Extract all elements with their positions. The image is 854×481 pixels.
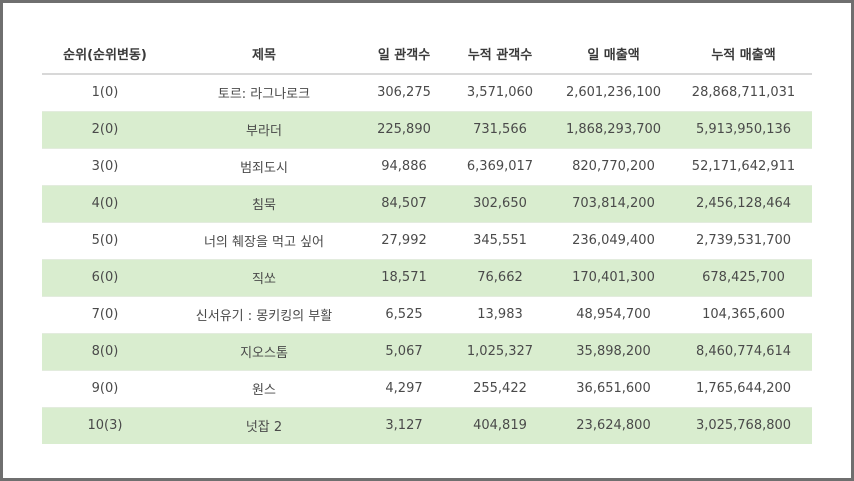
- cell-daily-audience: 306,275: [360, 74, 448, 112]
- header-title: 제목: [168, 33, 360, 75]
- cell-total-audience: 731,566: [448, 111, 552, 149]
- cell-title: 원스: [168, 370, 360, 408]
- cell-total-sales: 2,739,531,700: [675, 222, 812, 260]
- cell-total-audience: 255,422: [448, 370, 552, 408]
- cell-total-audience: 13,983: [448, 296, 552, 334]
- cell-total-audience: 1,025,327: [448, 333, 552, 371]
- cell-daily-audience: 5,067: [360, 333, 448, 371]
- cell-total-sales: 2,456,128,464: [675, 185, 812, 223]
- cell-daily-audience: 18,571: [360, 259, 448, 297]
- cell-title: 범죄도시: [168, 148, 360, 186]
- cell-daily-audience: 6,525: [360, 296, 448, 334]
- box-office-table: 순위(순위변동) 제목 일 관객수 누적 관객수 일 매출액 누적 매출액 1(…: [42, 33, 812, 444]
- cell-title: 지오스톰: [168, 333, 360, 371]
- table-row: 8(0) 지오스톰 5,067 1,025,327 35,898,200 8,4…: [42, 333, 812, 371]
- cell-total-sales: 8,460,774,614: [675, 333, 812, 371]
- table-row: 1(0) 토르: 라그나로크 306,275 3,571,060 2,601,2…: [42, 74, 812, 112]
- cell-daily-sales: 703,814,200: [552, 185, 675, 223]
- cell-daily-sales: 236,049,400: [552, 222, 675, 260]
- cell-total-audience: 76,662: [448, 259, 552, 297]
- cell-rank: 7(0): [42, 296, 168, 334]
- cell-daily-audience: 225,890: [360, 111, 448, 149]
- cell-rank: 8(0): [42, 333, 168, 371]
- cell-title: 부라더: [168, 111, 360, 149]
- cell-daily-audience: 27,992: [360, 222, 448, 260]
- cell-rank: 5(0): [42, 222, 168, 260]
- cell-title: 넛잡 2: [245, 420, 283, 436]
- cell-title: 토르: 라그나로크: [168, 74, 360, 112]
- cell-daily-sales: 23,624,800: [576, 418, 651, 434]
- cell-title: 너의 췌장을 먹고 싶어: [168, 222, 360, 260]
- cell-daily-sales: 35,898,200: [552, 333, 675, 371]
- cell-daily-audience: 84,507: [360, 185, 448, 223]
- cell-daily-audience: 4,297: [360, 370, 448, 408]
- cell-total-sales: 52,171,642,911: [675, 148, 812, 186]
- table-row: 4(0) 침묵 84,507 302,650 703,814,200 2,456…: [42, 185, 812, 223]
- cell-title: 직쏘: [168, 259, 360, 297]
- cell-total-audience: 345,551: [448, 222, 552, 260]
- cell-daily-sales: 2,601,236,100: [552, 74, 675, 112]
- table-row: 9(0) 원스 4,297 255,422 36,651,600 1,765,6…: [42, 370, 812, 408]
- cell-daily-sales: 48,954,700: [552, 296, 675, 334]
- cell-rank: 3(0): [42, 148, 168, 186]
- cell-daily-sales: 1,868,293,700: [552, 111, 675, 149]
- table-row: 10(3) 넛잡 2 3,127 404,819 23,624,800 3,02…: [42, 407, 812, 444]
- cell-daily-sales: 820,770,200: [552, 148, 675, 186]
- header-rank: 순위(순위변동): [42, 33, 168, 75]
- cell-daily-sales: 36,651,600: [552, 370, 675, 408]
- cell-rank: 9(0): [42, 370, 168, 408]
- header-total-audience: 누적 관객수: [448, 33, 552, 75]
- header-total-sales: 누적 매출액: [675, 33, 812, 75]
- cell-rank: 6(0): [42, 259, 168, 297]
- cell-total-audience: 302,650: [448, 185, 552, 223]
- cell-total-sales: 3,025,768,800: [695, 418, 792, 434]
- cell-total-audience: 3,571,060: [448, 74, 552, 112]
- table-row: 6(0) 직쏘 18,571 76,662 170,401,300 678,42…: [42, 259, 812, 297]
- table-row: 2(0) 부라더 225,890 731,566 1,868,293,700 5…: [42, 111, 812, 149]
- cell-total-audience: 6,369,017: [448, 148, 552, 186]
- table-header: 순위(순위변동) 제목 일 관객수 누적 관객수 일 매출액 누적 매출액: [42, 33, 812, 75]
- table-row: 7(0) 신서유기 : 몽키킹의 부활 6,525 13,983 48,954,…: [42, 296, 812, 334]
- header-row: 순위(순위변동) 제목 일 관객수 누적 관객수 일 매출액 누적 매출액: [42, 33, 812, 75]
- cell-rank: 4(0): [42, 185, 168, 223]
- cell-title: 침묵: [168, 185, 360, 223]
- cell-daily-sales: 170,401,300: [552, 259, 675, 297]
- cell-total-sales: 104,365,600: [675, 296, 812, 334]
- cell-total-sales: 5,913,950,136: [675, 111, 812, 149]
- cell-rank: 1(0): [42, 74, 168, 112]
- box-office-table-container: 순위(순위변동) 제목 일 관객수 누적 관객수 일 매출액 누적 매출액 1(…: [42, 33, 812, 444]
- header-daily-audience: 일 관객수: [360, 33, 448, 75]
- table-row: 5(0) 너의 췌장을 먹고 싶어 27,992 345,551 236,049…: [42, 222, 812, 260]
- cell-total-sales: 28,868,711,031: [675, 74, 812, 112]
- cell-total-sales: 678,425,700: [675, 259, 812, 297]
- cell-total-sales: 1,765,644,200: [675, 370, 812, 408]
- table-body: 1(0) 토르: 라그나로크 306,275 3,571,060 2,601,2…: [42, 74, 812, 444]
- table-row: 3(0) 범죄도시 94,886 6,369,017 820,770,200 5…: [42, 148, 812, 186]
- cell-title: 신서유기 : 몽키킹의 부활: [168, 296, 360, 334]
- header-daily-sales: 일 매출액: [552, 33, 675, 75]
- cell-total-audience: 404,819: [473, 418, 527, 434]
- cell-daily-audience: 3,127: [385, 418, 423, 434]
- cell-rank: 2(0): [42, 111, 168, 149]
- cell-daily-audience: 94,886: [360, 148, 448, 186]
- cell-rank: 10(3): [87, 418, 123, 434]
